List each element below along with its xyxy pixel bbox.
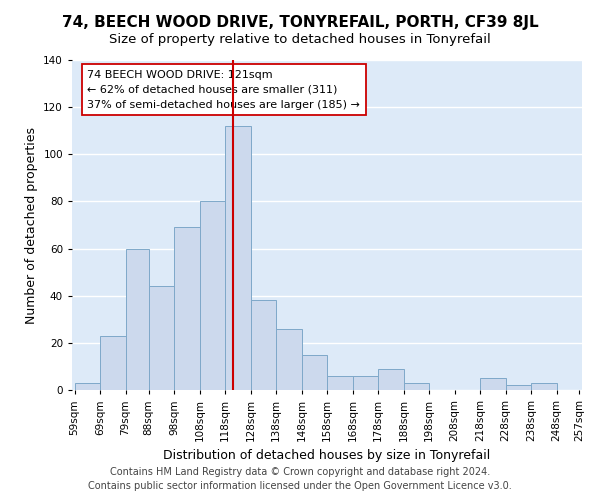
Bar: [404, 383, 429, 390]
Bar: [378, 369, 404, 390]
Text: 74, BEECH WOOD DRIVE, TONYREFAIL, PORTH, CF39 8JL: 74, BEECH WOOD DRIVE, TONYREFAIL, PORTH,…: [62, 15, 538, 30]
Y-axis label: Number of detached properties: Number of detached properties: [25, 126, 38, 324]
Bar: [480, 378, 506, 390]
Text: Contains HM Land Registry data © Crown copyright and database right 2024.
Contai: Contains HM Land Registry data © Crown c…: [88, 467, 512, 491]
Bar: [149, 286, 174, 390]
Bar: [327, 376, 353, 390]
X-axis label: Distribution of detached houses by size in Tonyrefail: Distribution of detached houses by size …: [163, 450, 491, 462]
Bar: [353, 376, 378, 390]
Bar: [174, 228, 200, 390]
Text: 74 BEECH WOOD DRIVE: 121sqm
← 62% of detached houses are smaller (311)
37% of se: 74 BEECH WOOD DRIVE: 121sqm ← 62% of det…: [88, 70, 360, 110]
Bar: [100, 336, 125, 390]
Bar: [200, 202, 225, 390]
Bar: [251, 300, 276, 390]
Bar: [302, 354, 327, 390]
Text: Size of property relative to detached houses in Tonyrefail: Size of property relative to detached ho…: [109, 32, 491, 46]
Bar: [125, 248, 149, 390]
Bar: [506, 386, 531, 390]
Bar: [276, 328, 302, 390]
Bar: [225, 126, 251, 390]
Bar: [531, 383, 557, 390]
Bar: [74, 383, 100, 390]
